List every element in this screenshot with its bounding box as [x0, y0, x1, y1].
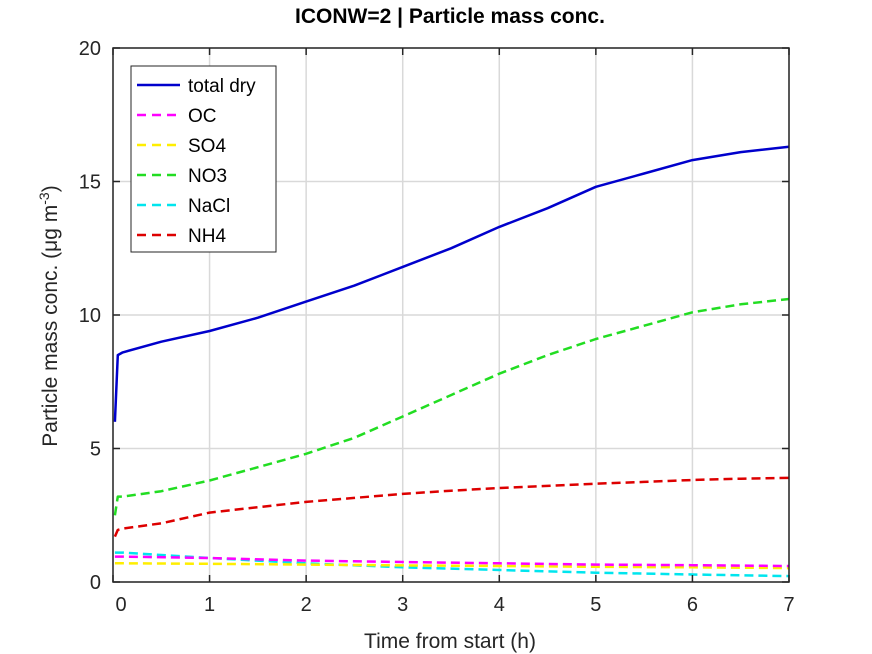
series-line-nh4 [113, 476, 790, 538]
x-tick-labels: 0 1 2 3 4 5 6 7 [115, 594, 794, 616]
series-line-no3 [113, 297, 790, 516]
legend-label: OC [188, 106, 217, 127]
series-line-so4 [114, 562, 790, 570]
series-line-oc [114, 555, 790, 568]
y-axis-label: Particle mass conc. (μg m-3) [36, 185, 62, 446]
x-tick-label: 6 [687, 594, 698, 616]
legend-items: total dry OC SO4 NO3 NaCl NH4 [137, 76, 256, 247]
legend-label: total dry [188, 76, 256, 97]
series-line-total-dry [113, 145, 790, 422]
legend-label: NO3 [188, 166, 227, 187]
legend: total dry OC SO4 NO3 NaCl NH4 [130, 65, 277, 253]
y-axis-label-close: ) [39, 185, 62, 192]
legend-label: SO4 [188, 136, 226, 157]
legend-label: NH4 [188, 226, 226, 247]
x-tick-label: 1 [204, 594, 215, 616]
y-tick-label: 10 [79, 305, 101, 327]
y-axis-label-main: Particle mass conc. (μg m [39, 205, 62, 447]
axis-ticks [112, 47, 790, 583]
x-tick-label: 2 [301, 594, 312, 616]
y-tick-label: 0 [90, 572, 101, 594]
x-tick-label: 3 [397, 594, 408, 616]
x-tick-label: 7 [783, 594, 794, 616]
y-tick-labels: 0 5 10 15 20 [79, 38, 101, 594]
y-axis-label-superscript: -3 [36, 192, 52, 205]
y-tick-label: 5 [90, 439, 101, 461]
chart-title: ICONW=2 | Particle mass conc. [295, 5, 605, 28]
y-tick-label: 20 [79, 38, 101, 60]
x-tick-label: 4 [494, 594, 505, 616]
series-lines [113, 145, 790, 578]
series-line-nacl [114, 551, 790, 578]
x-axis-label: Time from start (h) [364, 630, 536, 653]
x-tick-label: 0 [115, 594, 126, 616]
x-tick-label: 5 [590, 594, 601, 616]
legend-label: NaCl [188, 196, 230, 217]
y-tick-label: 15 [79, 172, 101, 194]
legend-box [130, 65, 277, 253]
